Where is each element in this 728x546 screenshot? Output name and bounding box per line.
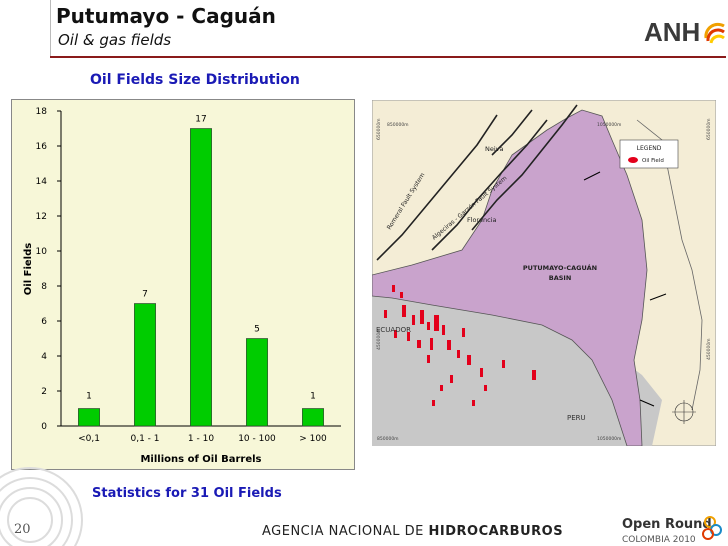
chart-title: Oil Fields Size Distribution xyxy=(90,72,300,88)
bar xyxy=(78,408,100,427)
x-tick-label: 10 - 100 xyxy=(238,434,276,444)
x-tick-label: > 100 xyxy=(299,434,327,444)
y-tick-label: 12 xyxy=(36,212,47,222)
y-tick-label: 16 xyxy=(36,142,48,152)
agency-name-bold: HIDROCARBUROS xyxy=(428,524,564,539)
legend-item-label: Oil Field xyxy=(642,158,664,164)
y-tick-label: 4 xyxy=(41,352,47,362)
coord-bottom-right: 1050000m xyxy=(597,436,621,442)
florencia-label: Florencia xyxy=(467,216,497,224)
coord-right-top: 650000m xyxy=(706,118,712,140)
bar xyxy=(134,303,156,427)
page-number: 20 xyxy=(14,522,31,537)
map-legend: LEGEND Oil Field xyxy=(619,139,679,169)
bar xyxy=(246,338,268,427)
chart-panel xyxy=(11,99,355,470)
anh-logo-sun-icon xyxy=(704,22,725,44)
north-arrow-icon xyxy=(672,400,696,424)
colombia-2010-text: COLOMBIA 2010 xyxy=(622,535,696,545)
header-divider-left xyxy=(50,0,51,58)
anh-logo-text: ANH xyxy=(644,17,700,47)
anh-logo: ANH xyxy=(644,17,725,47)
coord-left-top: 650000m xyxy=(376,118,382,140)
y-tick-label: 10 xyxy=(36,247,48,257)
coord-top-right: 1050000m xyxy=(597,122,621,128)
oil-fields xyxy=(384,285,536,406)
coord-bottom-left: 850000m xyxy=(377,436,399,442)
bar xyxy=(302,408,324,427)
bar xyxy=(190,128,212,427)
open-round-rings-icon xyxy=(702,516,722,540)
y-tick-label: 6 xyxy=(41,317,47,327)
x-axis-label: Millions of Oil Barrels xyxy=(140,454,261,465)
agency-name: AGENCIA NACIONAL DE HIDROCARBUROS xyxy=(262,524,563,539)
y-tick-labels: 0 2 4 6 8 10 12 14 16 18 xyxy=(36,107,48,432)
basin-label-line1: PUTUMAYO-CAGUÁN xyxy=(523,263,597,272)
open-round-logo: Open Round COLOMBIA 2010 xyxy=(622,516,722,545)
x-tick-labels: <0,1 0,1 - 1 1 - 10 10 - 100 > 100 xyxy=(78,434,327,444)
statistics-caption: Statistics for 31 Oil Fields xyxy=(92,486,282,501)
bar-value-label: 5 xyxy=(254,325,260,335)
decorative-swirl xyxy=(0,467,83,546)
bar-value-label: 17 xyxy=(195,115,206,125)
y-tick-label: 2 xyxy=(41,387,47,397)
coord-top-left: 850000m xyxy=(387,122,409,128)
basin-area xyxy=(372,109,648,446)
bar-value-label: 1 xyxy=(86,392,92,402)
ecuador-label: ECUADOR xyxy=(376,326,411,334)
basin-map: PUTUMAYO-CAGUÁN BASIN ECUADOR PERU Neiva… xyxy=(372,100,716,446)
y-tick-label: 0 xyxy=(41,422,47,432)
y-tick-label: 8 xyxy=(41,282,47,292)
header-rule xyxy=(50,56,726,58)
coord-right-mid: 450000m xyxy=(706,338,712,360)
agency-name-prefix: AGENCIA NACIONAL DE xyxy=(262,524,429,539)
fault-lines xyxy=(376,104,578,261)
bar-value-label: 7 xyxy=(142,290,148,300)
bar-value-label: 1 xyxy=(310,392,316,402)
neiva-label: Neiva xyxy=(485,145,504,153)
basin-label-line2: BASIN xyxy=(549,274,572,282)
y-tick-label: 18 xyxy=(36,107,48,117)
y-axis-label: Oil Fields xyxy=(23,243,34,295)
x-tick-label: <0,1 xyxy=(78,434,100,444)
coord-left-mid: 450000m xyxy=(376,328,382,350)
peru-label: PERU xyxy=(567,414,586,422)
x-tick-label: 1 - 10 xyxy=(188,434,214,444)
legend-title: LEGEND xyxy=(637,145,662,152)
page-subtitle: Oil & gas fields xyxy=(58,31,172,49)
page-title: Putumayo - Caguán xyxy=(56,4,276,28)
x-tick-label: 0,1 - 1 xyxy=(130,434,159,444)
open-round-text: Open Round xyxy=(622,517,712,532)
arrow-icons xyxy=(583,171,667,407)
y-tick-label: 14 xyxy=(36,177,48,187)
